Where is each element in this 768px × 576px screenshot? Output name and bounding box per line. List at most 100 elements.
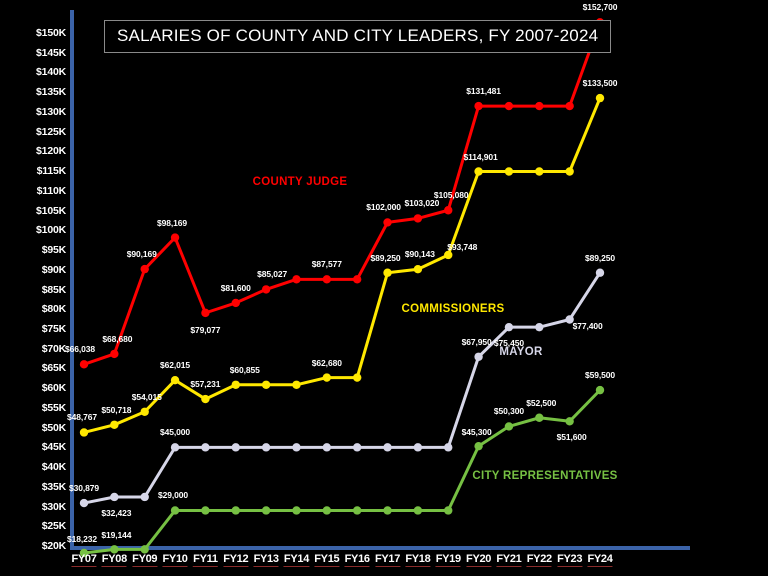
data-point [170,506,180,515]
data-point-label: $152,700 [582,2,618,13]
y-axis-tick: $25K [41,520,67,533]
data-point-label: $32,423 [101,507,132,518]
data-point [140,407,149,416]
x-axis-tick: FY19 [435,553,461,567]
data-point-label: $102,000 [366,202,401,213]
data-point-label: $45,300 [461,427,492,438]
data-point [110,545,119,554]
data-point-label: $62,015 [160,360,191,371]
data-point [595,93,605,103]
series-label-city-representatives: CITY REPRESENTATIVES [472,470,618,482]
data-point [504,422,514,431]
data-point-label: $98,169 [157,217,188,228]
y-axis-tick: $80K [41,303,67,316]
data-point [535,322,544,332]
y-axis-tick: $50K [41,421,67,434]
data-point [170,443,180,452]
data-point [383,443,392,452]
data-point [110,492,119,502]
data-point-label: $62,680 [311,357,342,368]
data-point [201,443,210,452]
y-axis-tick: $45K [41,441,67,454]
series-commissioners [79,93,605,437]
series-line [82,20,602,366]
data-point [383,506,392,515]
data-point [565,101,574,111]
data-point [292,275,301,284]
data-point [413,443,423,452]
data-point-label: $87,577 [311,259,342,270]
data-point [595,268,605,277]
data-point [565,167,574,176]
x-axis-tick: FY07 [71,553,97,567]
data-point [565,417,574,426]
data-point-label: $60,855 [229,364,260,375]
y-axis-tick: $75K [41,322,67,335]
data-point [322,275,332,284]
data-point-label: $93,748 [447,241,478,252]
x-axis-tick: FY08 [101,553,127,567]
data-point [504,167,514,176]
data-point [261,380,271,389]
series-line [82,271,602,505]
data-point [140,264,149,274]
data-point-label: $105,080 [433,190,469,201]
y-axis-tick: $110K [36,184,67,197]
series-line [82,96,602,434]
series-layer [79,18,605,558]
data-point [504,322,514,332]
data-point [79,548,89,558]
data-point [79,498,89,508]
x-axis-tick: FY20 [466,553,492,567]
data-point [140,492,149,502]
data-point [231,506,240,515]
data-point-label: $133,500 [582,78,618,89]
y-axis-tick: $120K [36,145,66,158]
data-point-label: $54,015 [131,391,162,402]
data-point-label: $79,077 [190,324,221,335]
data-point-label: $19,144 [101,530,132,541]
data-point [352,506,362,515]
data-point-label: $29,000 [158,490,189,501]
data-point [595,385,605,395]
data-point [535,101,544,111]
data-point [110,349,119,359]
y-axis-tick: $145K [36,46,66,59]
data-point [231,380,240,389]
y-axis-tick: $35K [41,480,67,493]
series-mayor [79,268,605,508]
y-axis-tick: $90K [41,263,67,276]
data-point [413,506,423,515]
y-axis-tick: $100K [36,224,66,237]
x-axis-tick: FY24 [587,553,613,567]
data-point-label: $51,600 [556,432,587,443]
data-point-label: $131,481 [466,86,501,97]
data-point-label: $89,250 [584,252,616,263]
data-point [444,250,453,260]
data-point-label: $77,400 [572,321,603,332]
data-point [201,394,210,404]
y-axis-line [70,10,74,550]
y-axis-tick: $135K [36,86,66,99]
y-axis-tick: $55K [41,401,67,414]
x-axis-tick: FY13 [253,553,279,567]
y-axis-tick: $140K [36,66,66,79]
data-point [261,443,271,452]
x-axis-tick: FY11 [193,553,218,567]
data-point [292,443,301,452]
x-axis-tick: FY09 [132,553,158,567]
data-point-label: $50,300 [493,406,524,417]
page-title: SALARIES OF COUNTY AND CITY LEADERS, FY … [117,26,599,45]
data-point-label: $66,038 [64,344,96,355]
data-point [444,443,453,452]
data-point-label: $52,500 [526,397,557,408]
x-axis-tick: FY15 [314,553,340,567]
data-point-label: $85,027 [257,269,288,280]
x-axis-tick: FY22 [526,553,552,567]
series-label-mayor: MAYOR [499,346,543,358]
data-point-label: $48,767 [66,412,98,423]
data-point-label: $90,143 [404,249,435,260]
data-point [474,441,483,451]
data-point-label: $30,879 [68,483,100,494]
